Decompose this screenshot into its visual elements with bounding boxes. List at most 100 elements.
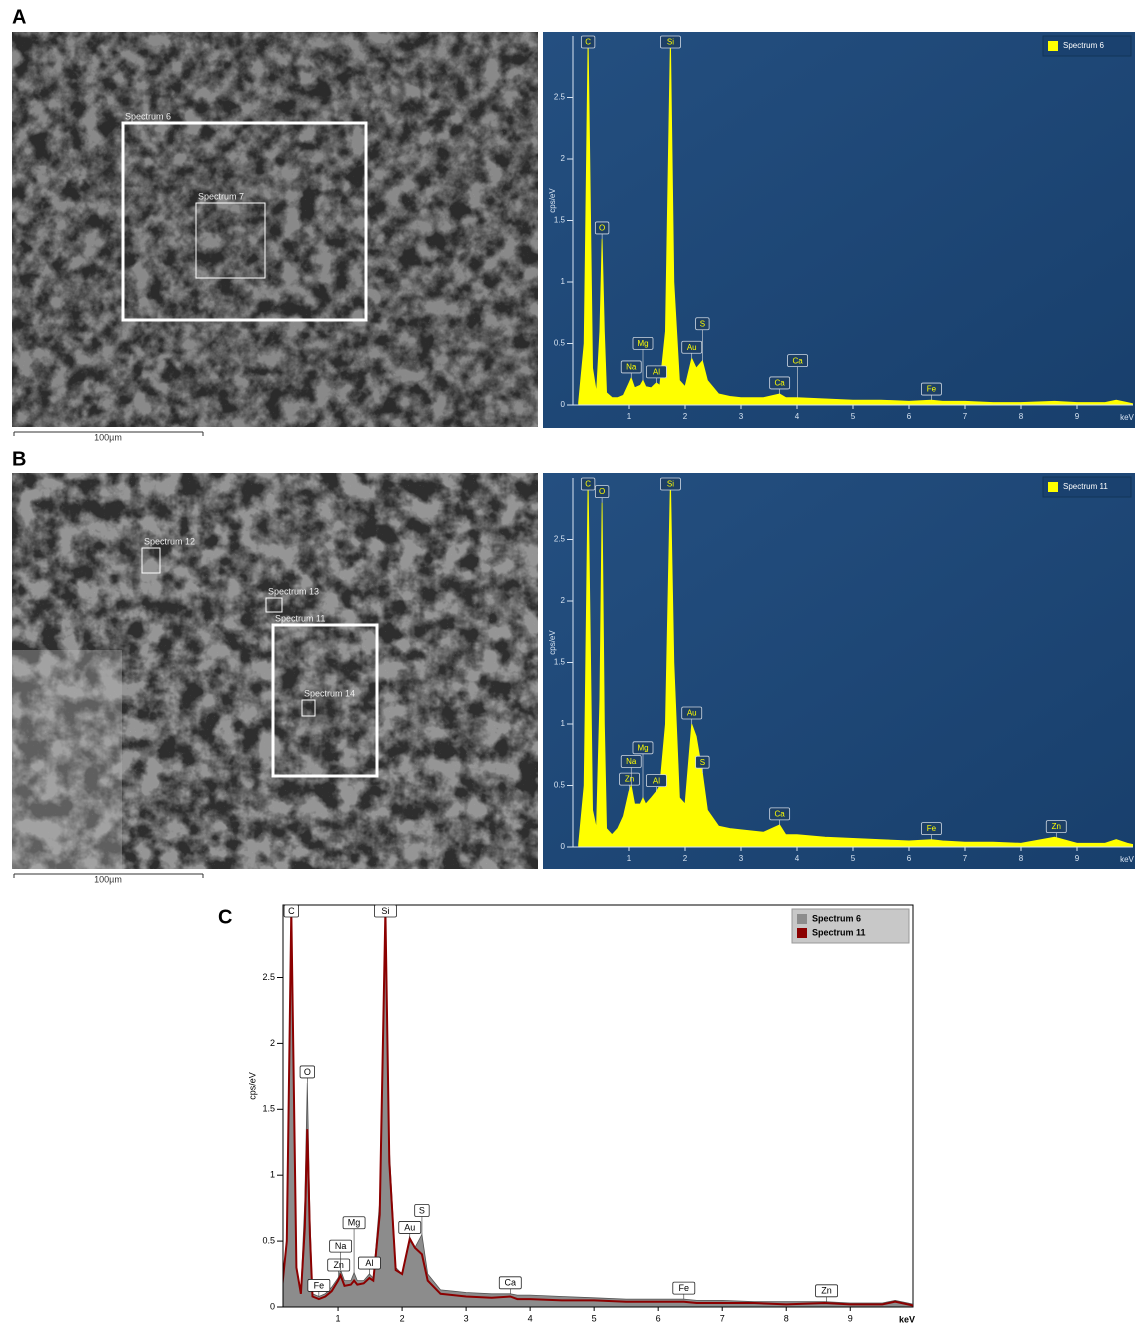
y-tick-label: 1 [561, 277, 566, 286]
peak-label: Mg [637, 743, 648, 752]
peak-label: Au [404, 1222, 415, 1232]
peak-label: O [599, 224, 605, 233]
x-tick-label: 9 [1075, 854, 1080, 863]
legend-swatch [1048, 482, 1058, 492]
y-tick-label: 1.5 [554, 658, 566, 667]
peak-label: Ca [775, 809, 786, 818]
peak-label: Fe [927, 385, 937, 394]
y-tick-label: 2 [561, 154, 566, 163]
peak-label: Au [687, 343, 697, 352]
y-tick-label: 2 [270, 1038, 275, 1048]
peak-label: Si [667, 38, 674, 47]
y-tick-label: 0.5 [554, 339, 566, 348]
peak-label: S [700, 319, 705, 328]
peak-label: Al [653, 367, 660, 376]
peak-label: C [585, 38, 591, 47]
x-tick-label: 2 [400, 1313, 405, 1323]
figure: A B C Spectrum 6 Spectrum 7 100µm Spectrum 12 S… [0, 0, 1143, 1331]
x-tick-label: 4 [795, 854, 800, 863]
x-tick-label: 1 [627, 412, 632, 421]
region-label: Spectrum 7 [198, 191, 244, 201]
legend-swatch [797, 928, 807, 938]
panel-label: B [12, 448, 26, 470]
x-tick-label: 4 [795, 412, 800, 421]
x-tick-label: 9 [1075, 412, 1080, 421]
peak-label: Na [626, 757, 637, 766]
x-tick-label: 4 [528, 1313, 533, 1323]
peak-label: Al [653, 776, 660, 785]
x-tick-label: 3 [739, 412, 744, 421]
x-tick-label: 8 [1019, 854, 1024, 863]
legend-label: Spectrum 11 [812, 927, 866, 937]
peak-label: Si [667, 480, 674, 489]
peak-label: Ca [775, 379, 786, 388]
x-tick-label: 6 [907, 854, 912, 863]
scale-bar-label: 100µm [94, 874, 122, 884]
x-tick-label: 8 [1019, 412, 1024, 421]
legend-label: Spectrum 11 [1063, 482, 1108, 491]
y-tick-label: 2.5 [262, 972, 275, 982]
y-tick-label: 2.5 [554, 93, 566, 102]
y-tick-label: 0 [561, 842, 566, 851]
x-tick-label: 3 [739, 854, 744, 863]
y-tick-label: 0.5 [554, 781, 566, 790]
region-label: Spectrum 6 [125, 111, 171, 121]
y-tick-label: 1 [270, 1170, 275, 1180]
x-axis-label: keV [899, 1314, 915, 1324]
region-label: Spectrum 13 [268, 586, 319, 596]
peak-label: Zn [1052, 822, 1061, 831]
peak-label: Na [626, 363, 637, 372]
x-tick-label: 7 [963, 854, 968, 863]
x-tick-label: 6 [656, 1313, 661, 1323]
y-tick-label: 0 [270, 1301, 275, 1311]
x-tick-label: 2 [683, 412, 688, 421]
legend-label: Spectrum 6 [812, 913, 861, 923]
peak-label: Na [335, 1241, 347, 1251]
peak-label: C [585, 480, 591, 489]
micrograph-b [12, 473, 538, 869]
peak-label: S [419, 1205, 425, 1215]
peak-label: Mg [348, 1218, 361, 1228]
legend-swatch [797, 914, 807, 924]
peak-label: Zn [333, 1260, 344, 1270]
x-tick-label: 1 [627, 854, 632, 863]
region-label: Spectrum 11 [275, 613, 325, 623]
peak-label: Ca [792, 356, 803, 365]
x-tick-label: 5 [851, 854, 856, 863]
region-label: Spectrum 14 [304, 688, 355, 698]
peak-label: Si [381, 906, 389, 916]
y-tick-label: 1 [561, 719, 566, 728]
x-axis-label: keV [1120, 855, 1134, 864]
peak-label: Zn [821, 1286, 832, 1296]
peak-label: Zn [625, 775, 634, 784]
y-tick-label: 1.5 [554, 216, 566, 225]
peak-label: Mg [637, 339, 648, 348]
peak-label: Fe [314, 1280, 325, 1290]
peak-label: Fe [679, 1283, 690, 1293]
x-tick-label: 1 [336, 1313, 341, 1323]
x-tick-label: 9 [848, 1313, 853, 1323]
y-tick-label: 0 [561, 400, 566, 409]
legend-label: Spectrum 6 [1063, 41, 1104, 50]
peak-label: O [304, 1067, 311, 1077]
x-tick-label: 5 [851, 412, 856, 421]
y-tick-label: 2.5 [554, 535, 566, 544]
peak-label: C [288, 906, 295, 916]
y-axis-label: cps/eV [548, 630, 557, 655]
y-tick-label: 0.5 [262, 1235, 275, 1245]
peak-label: O [599, 487, 605, 496]
x-tick-label: 2 [683, 854, 688, 863]
panel-label: C [218, 906, 232, 928]
y-axis-label: cps/eV [548, 188, 557, 213]
peak-label: Fe [927, 824, 937, 833]
micrograph-a [12, 32, 538, 427]
x-tick-label: 8 [784, 1313, 789, 1323]
panel-label: A [12, 6, 26, 28]
x-tick-label: 3 [464, 1313, 469, 1323]
y-axis-label: cps/eV [247, 1072, 257, 1100]
scale-bar-label: 100µm [94, 432, 122, 442]
legend-swatch [1048, 41, 1058, 51]
peak-label: Al [365, 1258, 373, 1268]
region-label: Spectrum 12 [144, 536, 195, 546]
y-tick-label: 1.5 [262, 1104, 275, 1114]
